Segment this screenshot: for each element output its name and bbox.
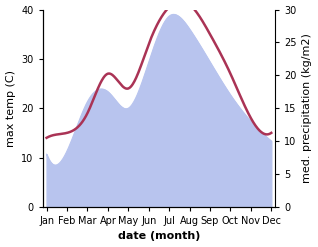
X-axis label: date (month): date (month) [118, 231, 200, 242]
Y-axis label: med. precipitation (kg/m2): med. precipitation (kg/m2) [302, 33, 313, 183]
Y-axis label: max temp (C): max temp (C) [5, 70, 16, 147]
